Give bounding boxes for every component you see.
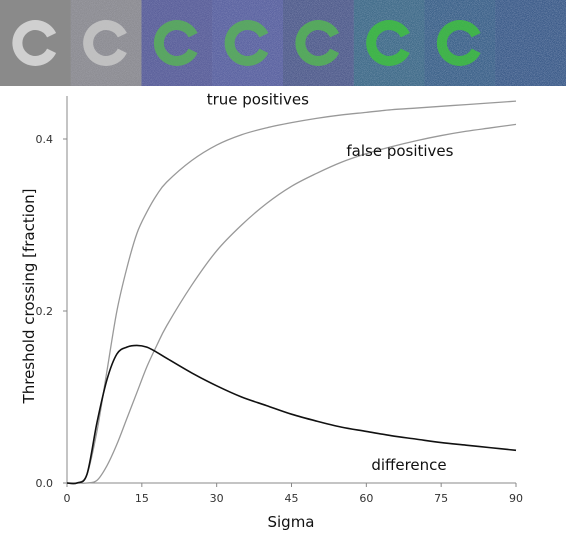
- x-tick-label: 90: [509, 492, 523, 505]
- strip-ring-5: [366, 20, 410, 66]
- x-axis-title: Sigma: [267, 513, 314, 531]
- strip-panel-noise-5: [353, 0, 425, 86]
- curve-label-true-positives: true positives: [207, 91, 309, 109]
- strip-panel-noise-2: [141, 0, 213, 86]
- y-tick-label: 0.4: [36, 133, 54, 146]
- strip-ring-1: [83, 20, 127, 66]
- series-line-difference: [66, 344, 517, 485]
- y-axis-title: Threshold crossing [fraction]: [20, 189, 38, 405]
- strip-panel-noise-1: [70, 0, 142, 86]
- x-tick-label: 30: [210, 492, 224, 505]
- strip-panel-noise-6: [424, 0, 496, 86]
- series-line-true-positives: [66, 100, 517, 485]
- strip-panel-noise-4: [283, 0, 355, 86]
- x-tick-label: 45: [285, 492, 299, 505]
- x-tick-label: 60: [359, 492, 373, 505]
- x-tick-label: 75: [434, 492, 448, 505]
- threshold-crossing-chart: 0 15 30 45 60 75 90 0.0 0.2 0.4 true positives fal…: [20, 91, 523, 531]
- strip-panel-noise-7: [495, 0, 566, 86]
- strip-ring-2: [153, 20, 198, 66]
- x-tick-label: 15: [135, 492, 149, 505]
- y-tick-label: 0.0: [36, 477, 54, 490]
- strip-ring-0: [12, 20, 57, 66]
- series-line-false-positives: [67, 123, 517, 484]
- curve-label-difference: difference: [371, 456, 446, 474]
- x-tick-label: 0: [64, 492, 71, 505]
- strip-panel-0: [0, 0, 72, 86]
- sigma-thumbnail-strip: [0, 0, 566, 86]
- y-tick-label: 0.2: [36, 305, 54, 318]
- strip-ring-4: [295, 20, 340, 66]
- strip-ring-3: [224, 20, 269, 66]
- curve-label-false-positives: false positives: [346, 142, 453, 160]
- strip-ring-6: [436, 20, 481, 66]
- strip-panel-noise-3: [212, 0, 284, 86]
